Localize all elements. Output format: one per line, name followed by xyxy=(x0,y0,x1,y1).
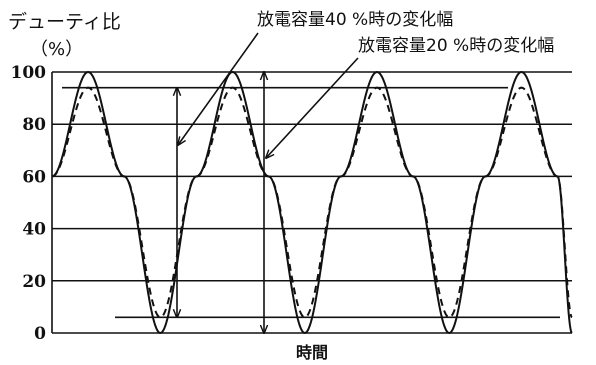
annotation-label-40: 放電容量40 %時の変化幅 xyxy=(257,10,453,30)
y-tick-label-40: 40 xyxy=(22,220,46,240)
x-axis-label: 時間 xyxy=(296,343,328,362)
y-tick-labels: 0 20 40 60 80 100 xyxy=(11,63,47,344)
y-axis-label: デューティ比 xyxy=(8,11,121,33)
y-tick-label-80: 80 xyxy=(22,115,46,135)
callout-arrow-40 xyxy=(178,32,259,145)
y-tick-label-0: 0 xyxy=(34,324,46,344)
series-line-solid xyxy=(51,70,573,335)
y-tick-label-100: 100 xyxy=(11,63,47,83)
y-tick-label-20: 20 xyxy=(22,272,46,292)
series-line-dashed xyxy=(51,86,573,319)
annotation-label-20: 放電容量20 %時の変化幅 xyxy=(358,36,554,56)
y-tick-label-60: 60 xyxy=(22,167,46,187)
y-axis-unit: （%） xyxy=(30,39,83,60)
callout-arrow-20 xyxy=(266,57,359,158)
gridlines xyxy=(52,71,572,282)
series xyxy=(51,70,573,335)
reference-lines xyxy=(62,86,560,319)
annotation-arrows xyxy=(177,32,359,333)
